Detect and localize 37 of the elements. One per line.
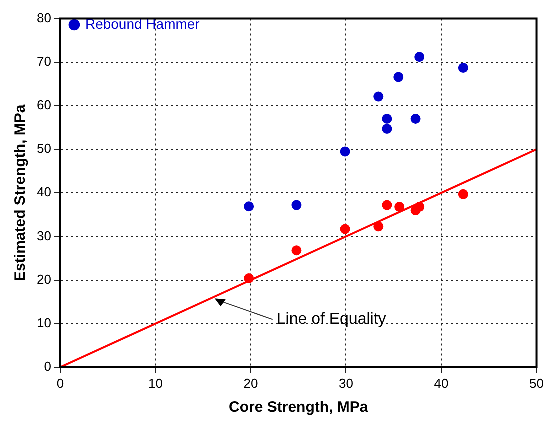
x-tick-label: 0 [56,376,64,391]
point [382,200,392,210]
y-tick-label: 70 [36,54,52,69]
x-tick-label: 30 [339,376,354,391]
x-tick-label: 10 [148,376,163,391]
legend-label: Rebound Hammer [85,16,200,32]
point [458,63,468,74]
y-tick-label: 80 [36,10,52,26]
y-tick-label: 20 [36,272,52,287]
x-tick-label: 50 [530,376,544,391]
point [244,274,254,284]
y-tick-label: 30 [36,228,52,244]
point [414,202,425,212]
y-tick-label: 60 [36,98,52,113]
point [414,52,425,62]
point [292,200,302,210]
x-axis-title: Core Strength, MPa [229,399,369,416]
y-tick-label: 40 [36,184,52,200]
y-axis-title: Estimated Strength, MPa [12,104,30,282]
point [382,124,392,134]
point [244,202,254,212]
point [394,72,404,82]
y-tick-label: 0 [44,358,52,374]
x-tick-label: 40 [434,376,449,391]
y-tick-label: 10 [36,315,52,330]
point [374,92,384,102]
point [410,114,421,124]
point [382,114,392,124]
point [458,189,468,200]
x-tick-label: 20 [244,376,258,391]
point [292,246,302,256]
point [340,146,350,157]
point [374,222,384,232]
y-tick-label: 50 [36,141,52,156]
point [394,202,405,212]
annotation: Line of Equality [276,311,386,328]
point [340,224,350,234]
